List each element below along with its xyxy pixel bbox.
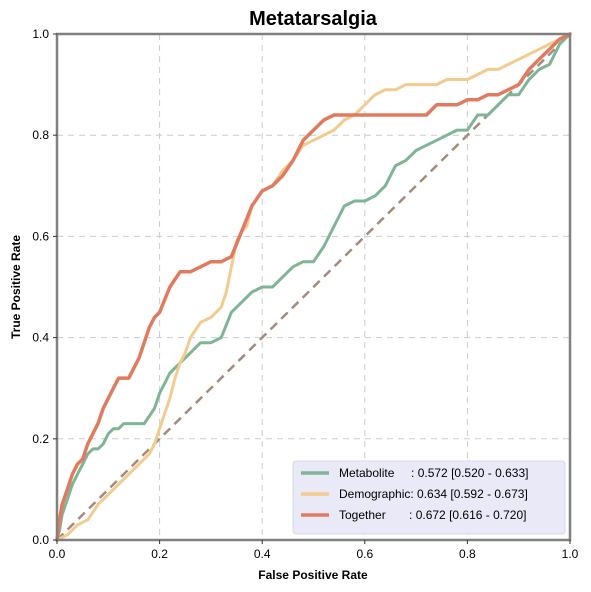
x-tick-label: 0.6 xyxy=(356,547,373,561)
x-axis-label: False Positive Rate xyxy=(258,568,368,582)
y-tick-label: 0.4 xyxy=(32,331,49,345)
legend-label-metabolite: Metabolite : 0.572 [0.520 - 0.633] xyxy=(339,466,528,480)
x-tick-label: 0.4 xyxy=(254,547,271,561)
chance-diagonal xyxy=(56,33,571,541)
legend-label-demographic: Demographic: 0.634 [0.592 - 0.673] xyxy=(339,487,528,501)
x-tick-label: 0.8 xyxy=(459,547,476,561)
chart-title: Metatarsalgia xyxy=(249,8,378,30)
y-tick-label: 0.0 xyxy=(32,533,49,547)
y-tick-label: 1.0 xyxy=(32,27,49,41)
roc-curves xyxy=(55,32,572,542)
legend-box xyxy=(292,460,566,535)
legend-label-together: Together : 0.672 [0.616 - 0.720] xyxy=(339,508,526,522)
x-tick-label: 0.2 xyxy=(151,547,168,561)
y-axis-label: True Positive Rate xyxy=(9,235,23,339)
axis-ticks: 0.00.0 0.2 0.2 0.4 0.4 0.6 0.6 0.8 0.8 1.0 1.0 xyxy=(32,27,578,561)
roc-line-together xyxy=(55,32,572,542)
x-tick-label: 1.0 xyxy=(562,547,579,561)
y-tick-label: 0.6 xyxy=(32,229,49,243)
roc-line-metabolite xyxy=(55,32,572,542)
y-tick-label: 0.2 xyxy=(32,432,49,446)
roc-line-demographic xyxy=(55,32,572,542)
plot-frame xyxy=(55,32,572,542)
legend: Metabolite : 0.572 [0.520 - 0.633] Demogr… xyxy=(292,460,566,535)
x-tick-label: 0.0 xyxy=(49,547,66,561)
y-tick-label: 0.8 xyxy=(32,128,49,142)
chance-line xyxy=(56,33,571,541)
